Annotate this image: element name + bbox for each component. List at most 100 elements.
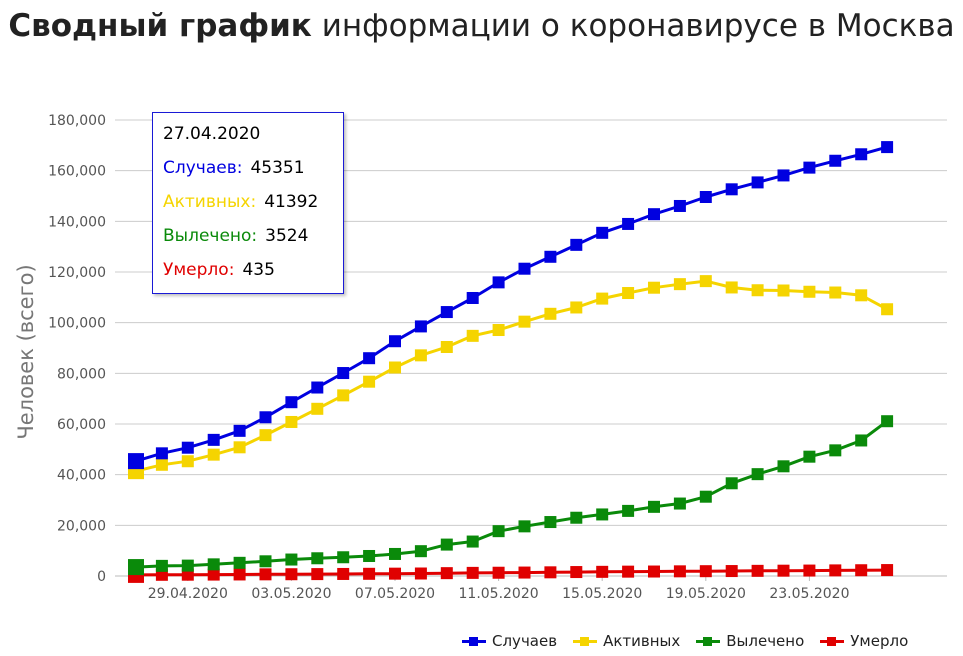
- data-point-recovered: [440, 538, 453, 551]
- data-point-recovered: [596, 508, 609, 521]
- data-point-cases: [440, 306, 453, 319]
- data-point-recovered: [233, 556, 246, 569]
- data-point-recovered: [518, 520, 531, 533]
- data-point-active: [622, 287, 635, 300]
- legend-swatch-recovered: [696, 635, 721, 647]
- data-point-cases: [881, 141, 894, 154]
- legend-label-cases: Случаев: [492, 632, 558, 650]
- data-point-active: [518, 315, 531, 328]
- data-point-deaths: [751, 564, 764, 577]
- legend-label-recovered: Вылечено: [726, 632, 805, 650]
- data-point-cases: [673, 199, 686, 212]
- legend-item-recovered[interactable]: Вылечено: [696, 632, 804, 650]
- tooltip-label-cases: Случаев:: [163, 158, 243, 178]
- data-point-cases: [207, 433, 220, 446]
- x-tick-label: 07.05.2020: [355, 586, 435, 602]
- data-point-recovered: [285, 553, 298, 566]
- data-point-cases: [855, 148, 868, 161]
- data-point-deaths: [570, 566, 583, 579]
- data-point-deaths: [699, 565, 712, 578]
- data-point-deaths: [363, 567, 376, 580]
- data-point-deaths: [855, 564, 868, 577]
- data-point-cases: [363, 352, 376, 365]
- data-point-active: [544, 307, 557, 320]
- data-point-deaths: [803, 564, 816, 577]
- data-point-deaths: [389, 567, 401, 580]
- data-point-cases: [829, 154, 842, 167]
- data-point-deaths: [466, 566, 479, 579]
- data-point-active: [233, 441, 246, 454]
- legend-item-cases[interactable]: Случаев: [462, 632, 557, 650]
- data-point-deaths: [233, 568, 246, 581]
- data-point-active: [596, 292, 609, 305]
- legend-label-deaths: Умерло: [850, 632, 909, 650]
- y-tick-label: 180,000: [48, 113, 106, 129]
- data-point-active: [699, 275, 712, 288]
- axes: 0 20,000 40,000 60,000 80,000 100,000 120,000 1…: [48, 113, 849, 602]
- data-point-cases: [337, 367, 350, 380]
- y-tick-label: 60,000: [57, 417, 106, 433]
- data-point-recovered: [622, 504, 635, 517]
- chart-title-bold: Сводный график: [8, 8, 312, 44]
- tooltip-label-recovered: Вылечено:: [163, 226, 258, 246]
- legend-item-active[interactable]: Активных: [573, 632, 680, 650]
- data-point-active: [207, 448, 220, 461]
- y-tick-label: 20,000: [57, 518, 106, 534]
- data-point-cases: [181, 441, 194, 454]
- data-point-active: [648, 281, 660, 294]
- data-point-deaths: [518, 566, 531, 579]
- data-point-recovered: [699, 490, 712, 503]
- data-point-recovered: [673, 497, 686, 510]
- data-point-deaths: [673, 565, 686, 578]
- data-point-active: [363, 375, 376, 388]
- data-point-deaths: [777, 564, 790, 577]
- data-point-deaths: [337, 567, 350, 580]
- data-point-recovered: [725, 477, 738, 490]
- data-point-cases: [233, 424, 246, 437]
- x-tick-label: 11.05.2020: [459, 586, 539, 602]
- tooltip-row-cases: Случаев: 45351: [163, 157, 343, 191]
- x-tick-label: 15.05.2020: [562, 586, 642, 602]
- y-tick-label: 40,000: [57, 468, 106, 484]
- data-point-cases: [596, 226, 609, 239]
- x-tick-label: 19.05.2020: [666, 586, 746, 602]
- x-tick-label: 03.05.2020: [251, 586, 331, 602]
- data-point-recovered: [181, 559, 194, 572]
- data-point-cases: [570, 238, 583, 251]
- chart-title: Сводный график информации о коронавирусе…: [0, 2, 963, 50]
- data-point-active: [803, 285, 816, 298]
- tooltip-value-cases: 45351: [250, 158, 305, 178]
- tooltip-row-deaths: Умерло: 435: [163, 259, 343, 293]
- data-point-recovered: [829, 444, 842, 457]
- chart-legend: Случаев Активных Вылечено Умерло: [462, 630, 908, 652]
- y-tick-label: 100,000: [48, 316, 106, 332]
- data-point-active: [570, 301, 583, 314]
- legend-swatch-cases: [462, 635, 486, 647]
- data-point-active: [829, 286, 842, 299]
- data-point-deaths: [285, 568, 298, 581]
- data-point-active: [725, 281, 738, 294]
- data-point-active: [259, 429, 272, 442]
- data-point-deaths: [414, 567, 427, 580]
- data-point-active: [855, 289, 868, 302]
- data-point-cases: [544, 250, 557, 263]
- y-tick-label: 160,000: [48, 164, 106, 180]
- data-point-active: [751, 284, 764, 297]
- legend-swatch-active: [573, 635, 598, 647]
- data-point-recovered: [155, 559, 168, 572]
- data-point-cases: [622, 217, 635, 230]
- series-markers: [128, 141, 894, 583]
- tooltip-value-recovered: 3524: [265, 226, 309, 246]
- data-point-deaths: [181, 568, 194, 581]
- data-point-deaths: [311, 568, 324, 581]
- data-point-deaths: [648, 565, 660, 578]
- legend-item-deaths[interactable]: Умерло: [820, 632, 908, 650]
- series-line-deaths: [135, 568, 888, 577]
- data-point-recovered: [259, 555, 272, 568]
- data-point-recovered: [389, 547, 401, 560]
- data-point-active: [311, 402, 324, 415]
- tooltip-label-active: Активных:: [163, 192, 257, 212]
- data-point-cases: [648, 208, 660, 221]
- data-point-cases: [777, 169, 790, 182]
